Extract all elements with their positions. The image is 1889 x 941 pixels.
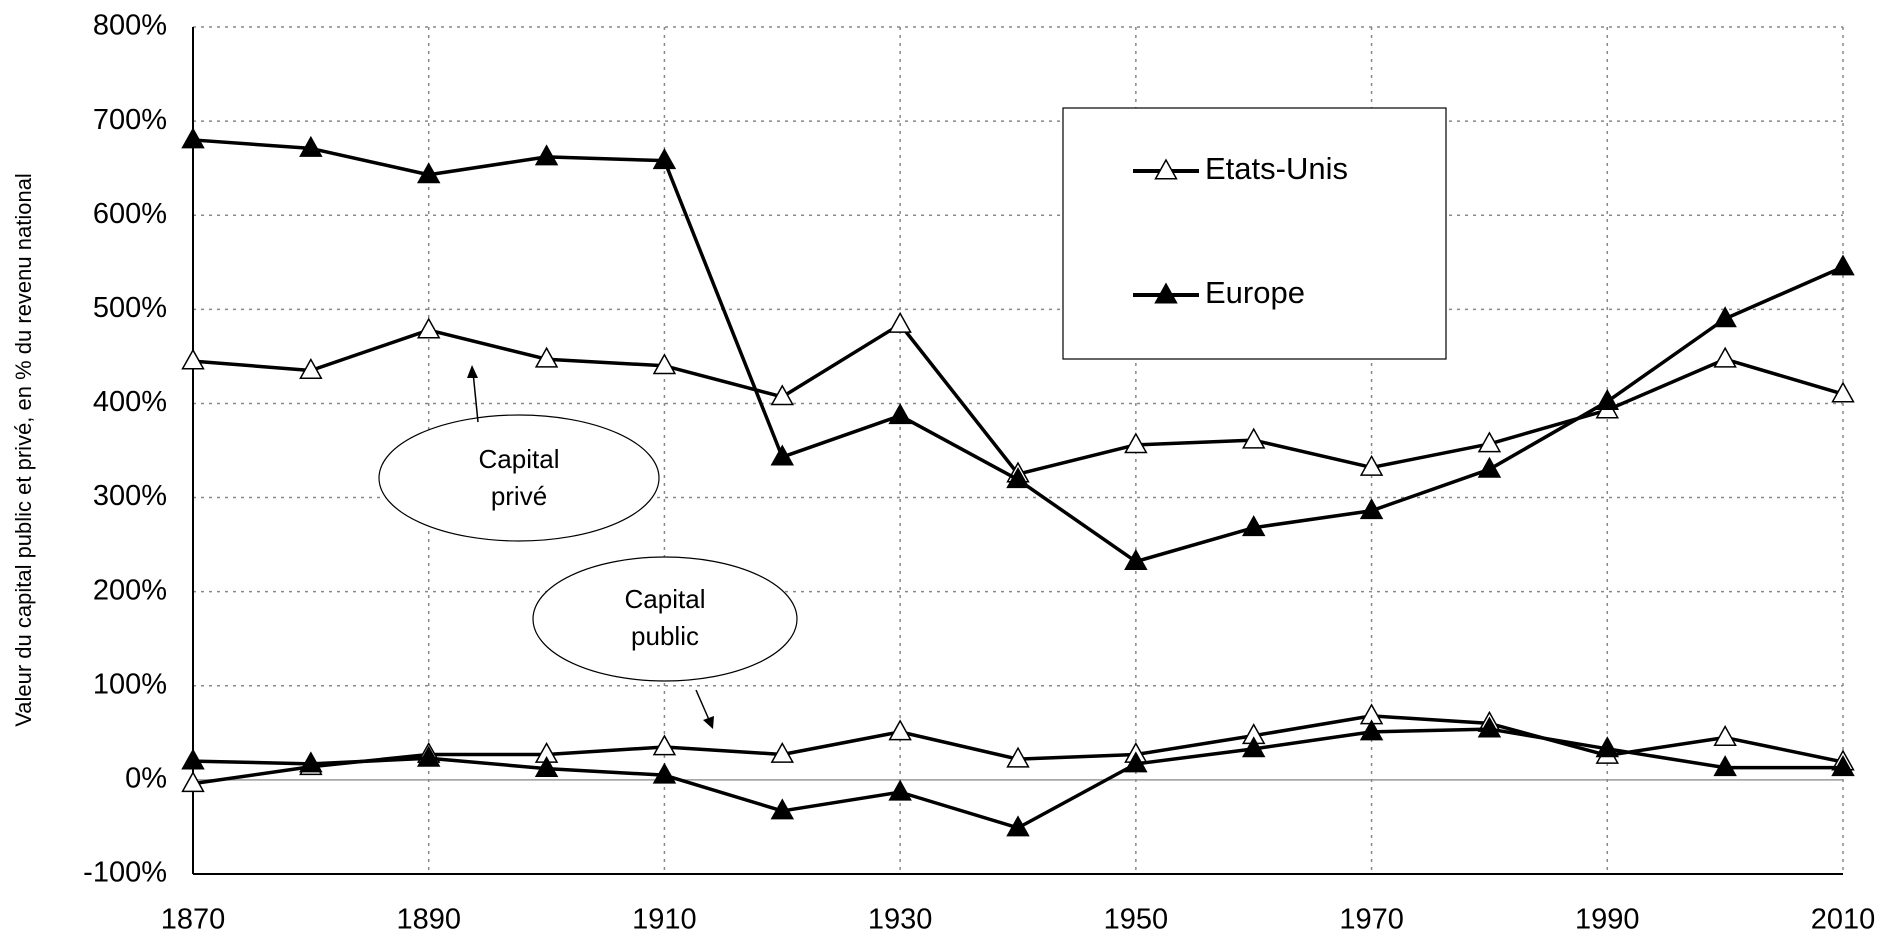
annotation: Capital privé Capital public [378, 365, 798, 729]
marker [770, 798, 795, 820]
marker [652, 762, 677, 784]
marker [652, 734, 677, 756]
x-tick-label: 1990 [1575, 904, 1640, 936]
marker [652, 353, 677, 375]
marker [416, 162, 441, 184]
marker [888, 719, 912, 741]
annotation-ellipse [378, 414, 660, 542]
x-tick-label: 1890 [396, 904, 461, 936]
y-tick-label: 800% [93, 10, 167, 42]
marker [534, 144, 559, 166]
marker [1831, 254, 1855, 276]
marker [1006, 467, 1030, 489]
y-tick-label: -100% [83, 857, 167, 889]
marker [1359, 498, 1384, 520]
marker [1154, 282, 1178, 304]
marker [770, 444, 795, 466]
marker [1831, 755, 1855, 777]
annotation-ellipse [532, 556, 798, 682]
marker [1006, 746, 1030, 768]
annotation-text: Capital [625, 584, 706, 614]
marker [1241, 515, 1266, 537]
x-tick-label: 1870 [161, 904, 226, 936]
marker [1359, 719, 1384, 741]
marker [181, 348, 205, 370]
x-tick-label: 1950 [1104, 904, 1169, 936]
marker [1477, 716, 1502, 738]
marker [534, 346, 559, 368]
series-line [192, 727, 1843, 830]
y-tick-label: 400% [93, 386, 167, 418]
legend-label: Europe [1205, 275, 1305, 310]
x-tick-label: 1930 [868, 904, 933, 936]
marker [181, 771, 205, 793]
arrow-head [703, 716, 714, 729]
marker [299, 357, 323, 379]
marker [1595, 736, 1620, 758]
marker [1713, 755, 1737, 777]
legend-label: Etats-Unis [1205, 151, 1348, 186]
marker [1831, 381, 1855, 403]
marker [1477, 431, 1502, 453]
marker [1124, 751, 1148, 773]
marker [888, 311, 912, 333]
marker [652, 148, 677, 170]
marker [1241, 736, 1266, 758]
x-tick-label: 2010 [1811, 904, 1876, 936]
annotation-text: public [631, 621, 699, 651]
arrow-head [467, 365, 478, 378]
annotation-text: Capital [479, 444, 560, 474]
marker [299, 751, 323, 773]
y-tick-label: 100% [93, 668, 167, 700]
marker [770, 741, 795, 763]
marker [888, 403, 912, 425]
y-tick-label: 700% [93, 104, 167, 136]
marker [1713, 725, 1737, 746]
marker [1006, 815, 1030, 837]
legend-box [1062, 107, 1447, 360]
y-tick-label: 200% [93, 574, 167, 606]
x-tick-label: 1970 [1339, 904, 1404, 936]
y-axis-title: Valeur du capital public et privé, en % … [11, 173, 36, 727]
marker [888, 779, 912, 801]
legend: Etats-Unis Europe [1062, 107, 1447, 360]
y-tick-label: 500% [93, 292, 167, 324]
marker [299, 135, 323, 157]
marker [1713, 306, 1737, 328]
marker [534, 756, 559, 778]
x-tick-label: 1910 [632, 904, 697, 936]
marker [1477, 456, 1502, 478]
marker [1124, 432, 1148, 454]
marker [1595, 389, 1620, 411]
y-tick-label: 0% [125, 763, 167, 795]
marker [1713, 346, 1737, 368]
marker [416, 317, 441, 339]
annotation-text: privé [491, 481, 547, 511]
arrow [472, 371, 479, 423]
marker [1241, 427, 1266, 449]
arrow [695, 689, 711, 723]
marker [181, 127, 205, 149]
marker [416, 745, 441, 767]
y-tick-label: 300% [93, 480, 167, 512]
marker [181, 748, 205, 770]
marker [770, 384, 795, 406]
marker [1124, 549, 1148, 571]
marker [1154, 158, 1178, 180]
y-tick-label: 600% [93, 198, 167, 230]
marker [1359, 454, 1384, 476]
